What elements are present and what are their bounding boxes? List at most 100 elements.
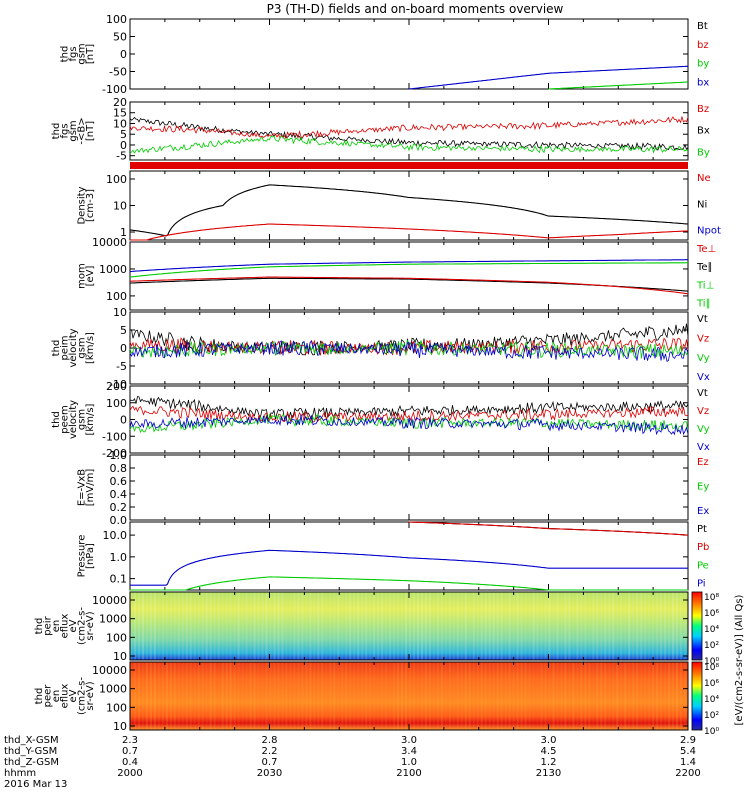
series-line-Vt bbox=[129, 396, 689, 421]
y-tick-label: 10.0 bbox=[103, 529, 128, 542]
legend-entry: Te∥ bbox=[696, 262, 713, 273]
y-tick-label: 10000 bbox=[92, 664, 127, 677]
y-tick-label: 1000 bbox=[99, 613, 127, 626]
y-axis-label: en bbox=[51, 620, 62, 633]
x-tick-value: 1.0 bbox=[401, 757, 417, 768]
y-tick-label: 100 bbox=[106, 290, 127, 303]
x-tick-value: 0.4 bbox=[122, 757, 138, 768]
y-tick-label: 15 bbox=[113, 107, 127, 120]
y-tick-label: -5 bbox=[116, 150, 127, 163]
y-axis-label: en bbox=[51, 690, 62, 703]
y-tick-label: 20 bbox=[113, 96, 127, 109]
panels: 100500-50-100thdfgsgsm[nT]Btbzbybx201510… bbox=[34, 13, 721, 733]
y-tick-label: 0.0 bbox=[110, 514, 128, 527]
panel-density: 100 10 1 Density[cm-3] Ne Ni Npot bbox=[77, 170, 721, 241]
y-tick-label: 100 bbox=[106, 397, 127, 410]
spectrogram-peer bbox=[130, 662, 688, 730]
x-tick-value: 1.4 bbox=[680, 757, 696, 768]
y-axis-label: gsm bbox=[68, 120, 79, 141]
panel-peer: 10000 1000 100 10 thdpeerenefluxeV(cm2-s-sr-… bbox=[34, 661, 689, 733]
x-tick-value: 2.9 bbox=[680, 735, 696, 746]
y-axis-label: [km/s] bbox=[85, 332, 96, 364]
panel-frame bbox=[129, 521, 689, 591]
x-row-label: thd_Z-GSM bbox=[4, 757, 59, 768]
series-line-Vx bbox=[129, 340, 689, 363]
y-axis-label: [km/s] bbox=[85, 403, 96, 435]
legend-entry: Ti⊥ bbox=[696, 280, 714, 291]
panel-pressure: 10.0 1.0 0.1 Pressure[nPa] Pt Pb Pe Pi bbox=[77, 521, 709, 591]
y-axis-label: Pressure bbox=[77, 535, 88, 578]
series-line-Pi bbox=[130, 549, 688, 586]
x-tick-value: 0.7 bbox=[262, 757, 278, 768]
y-tick-label: 10 bbox=[113, 720, 127, 733]
x-tick-value: 2030 bbox=[257, 768, 282, 779]
legend-entry: Vx bbox=[697, 442, 710, 453]
y-axis-label: [nT] bbox=[85, 121, 96, 141]
y-tick-label: -200 bbox=[102, 447, 127, 460]
series-line-Ni bbox=[129, 184, 689, 237]
y-tick-label: 1 bbox=[120, 226, 127, 239]
legend-entry: Ey bbox=[697, 482, 709, 493]
y-axis-label: [eV] bbox=[85, 266, 96, 287]
y-tick-label: 10 bbox=[113, 306, 127, 319]
y-axis-label: thd bbox=[51, 340, 62, 357]
y-axis-label: thd bbox=[34, 688, 45, 705]
y-axis-label: (cm2-s- bbox=[77, 677, 88, 715]
y-axis-label: Density bbox=[77, 186, 88, 224]
x-tick-value: 2.8 bbox=[262, 735, 278, 746]
spectrogram-peir bbox=[130, 592, 688, 660]
colorbar-tick: 10⁸ bbox=[704, 593, 719, 603]
legend-entry: Pi bbox=[697, 579, 706, 590]
y-axis-label: gsm bbox=[77, 409, 88, 430]
y-axis-label: thd bbox=[34, 618, 45, 635]
y-tick-label: 0 bbox=[120, 342, 127, 355]
y-tick-label: 1000 bbox=[99, 683, 127, 696]
series-line-Ti⊥ bbox=[129, 259, 688, 273]
y-tick-label: 100 bbox=[106, 13, 127, 26]
legend-entry: Vz bbox=[697, 333, 709, 344]
y-axis-label: [nPa] bbox=[85, 543, 96, 569]
y-tick-label: -10 bbox=[109, 378, 127, 391]
y-axis-label: gsm bbox=[77, 43, 88, 64]
y-tick-label: 0.1 bbox=[110, 573, 128, 586]
legend-entry: Vt bbox=[697, 388, 708, 399]
x-tick-value: 3.4 bbox=[401, 746, 417, 757]
y-tick-label: 100 bbox=[106, 631, 127, 644]
y-tick-label: 5 bbox=[120, 324, 127, 337]
y-axis-label: fgs bbox=[68, 46, 79, 61]
legend-entry: Ez bbox=[697, 457, 709, 468]
y-tick-label: 100 bbox=[106, 173, 127, 186]
y-tick-label: -100 bbox=[102, 430, 127, 443]
legend-entry: by bbox=[697, 59, 709, 70]
colorbar-tick: 10⁴ bbox=[704, 625, 719, 635]
y-tick-label: -100 bbox=[102, 83, 127, 96]
legend-entry: Vy bbox=[697, 424, 710, 435]
x-tick-value: 2000 bbox=[117, 768, 142, 779]
y-tick-label: -5 bbox=[116, 360, 127, 373]
x-tick-value: 3.0 bbox=[401, 735, 417, 746]
y-axis-label: eV bbox=[68, 619, 79, 632]
y-tick-label: 1.0 bbox=[110, 551, 128, 564]
legend-entry: Ni bbox=[697, 199, 707, 210]
legend-entry: Ne bbox=[697, 173, 711, 184]
colorbar-tick: 10⁶ bbox=[704, 609, 719, 619]
x-row-label: thd_X-GSM bbox=[4, 735, 59, 746]
panel-frame bbox=[129, 454, 689, 521]
series-line-Vx bbox=[129, 414, 689, 436]
legend-entry: Te⊥ bbox=[696, 244, 716, 255]
panel-temperature: 10000 1000 100 mom[eV] Te⊥ Te∥ Ti⊥ Ti∥ bbox=[77, 236, 716, 311]
legend-entry: Pt bbox=[697, 524, 707, 535]
legend-entry: Ti∥ bbox=[696, 299, 711, 310]
series-line-Ne bbox=[130, 223, 689, 241]
x-tick-value: 2200 bbox=[675, 768, 700, 779]
y-tick-label: 0.2 bbox=[110, 501, 128, 514]
legend-entry: Bx bbox=[697, 126, 710, 137]
y-axis-label: E=-VxB bbox=[77, 469, 88, 506]
y-axis-label: eflux bbox=[60, 684, 71, 709]
y-tick-label: 100 bbox=[106, 701, 127, 714]
legend-entry: Vx bbox=[697, 372, 710, 383]
series-line-Pe bbox=[130, 576, 688, 591]
